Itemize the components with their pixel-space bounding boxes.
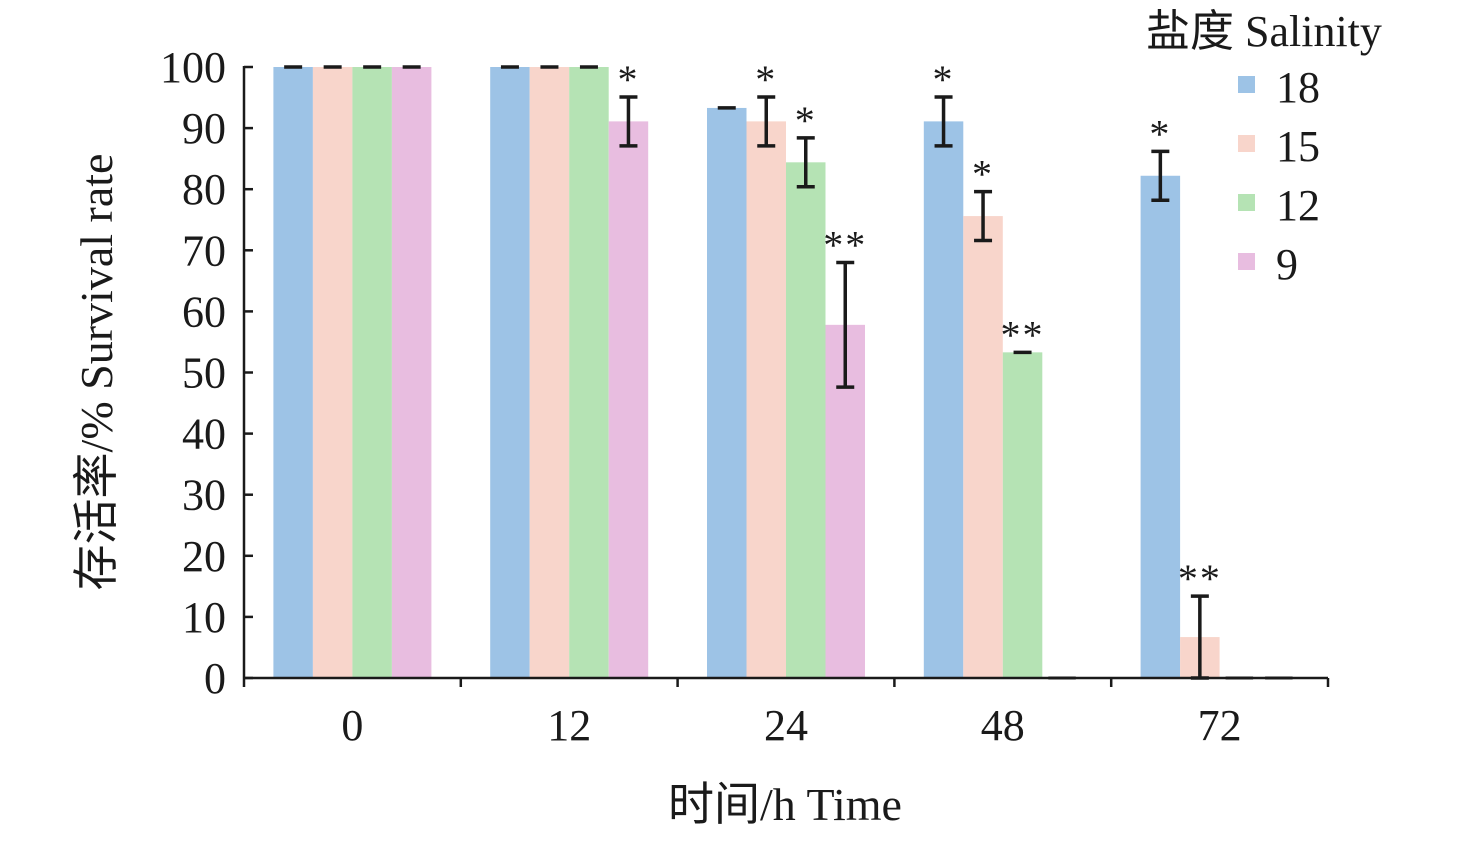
bar-18-24 <box>707 107 747 678</box>
y-tick-label-70: 70 <box>182 226 226 275</box>
bar-18-12 <box>490 67 530 678</box>
x-tick-label-48: 48 <box>981 701 1025 750</box>
x-tick-label-12: 12 <box>547 701 591 750</box>
legend: 盐度 Salinity 18 15 12 9 <box>1146 7 1382 289</box>
y-tick-label-30: 30 <box>182 471 226 520</box>
y-tick-label-100: 100 <box>160 43 226 92</box>
y-tick-label-40: 40 <box>182 410 226 459</box>
bar-18-72 <box>1140 175 1181 678</box>
x-tick-label-0: 0 <box>341 701 363 750</box>
legend-label-18: 18 <box>1276 63 1320 112</box>
y-tick-label-10: 10 <box>182 593 226 642</box>
x-tick-label-72: 72 <box>1198 701 1242 750</box>
bar-12-48 <box>1002 352 1043 678</box>
axes-layer: 0 10 20 30 40 50 60 70 80 90 100 0 12 24 48 72 <box>160 43 1330 750</box>
legend-swatch-9 <box>1238 253 1255 270</box>
bars-layer <box>273 67 1293 680</box>
significance-mark-9-12: * <box>617 57 639 102</box>
legend-swatch-18 <box>1238 76 1255 93</box>
legend-label-15: 15 <box>1276 122 1320 171</box>
significance-mark-15-72: ** <box>1178 556 1222 601</box>
significance-mark-15-48: * <box>972 152 994 197</box>
significance-mark-18-48: * <box>933 57 955 102</box>
y-axis-title: 存活率/% Survival rate <box>71 154 122 591</box>
bar-15-12 <box>529 67 570 678</box>
bar-15-48 <box>963 216 1003 679</box>
legend-title: 盐度 Salinity <box>1146 7 1382 56</box>
y-tick-label-20: 20 <box>182 532 226 581</box>
legend-swatch-15 <box>1238 135 1255 152</box>
bar-9-0 <box>391 67 432 678</box>
y-tick-label-90: 90 <box>182 104 226 153</box>
bar-9-12 <box>608 121 649 678</box>
legend-label-9: 9 <box>1276 240 1298 289</box>
significance-marks-layer: ************ <box>617 57 1222 601</box>
significance-mark-18-72: * <box>1149 111 1171 156</box>
legend-swatch-12 <box>1238 194 1255 211</box>
legend-label-12: 12 <box>1276 181 1320 230</box>
x-axis-title: 时间/h Time <box>668 779 902 830</box>
significance-mark-9-24: ** <box>823 223 867 268</box>
error-bars-layer <box>284 65 1209 680</box>
significance-mark-12-24: * <box>795 98 817 143</box>
significance-mark-15-24: * <box>755 57 777 102</box>
y-tick-label-50: 50 <box>182 349 226 398</box>
bar-15-24 <box>746 121 786 678</box>
bar-12-24 <box>786 162 826 679</box>
y-tick-label-80: 80 <box>182 165 226 214</box>
bar-12-12 <box>569 67 609 678</box>
bar-18-48 <box>923 121 964 678</box>
bar-12-0 <box>352 67 392 678</box>
significance-mark-12-48: ** <box>1001 312 1045 357</box>
y-tick-label-60: 60 <box>182 287 226 336</box>
bar-18-0 <box>273 67 313 678</box>
bar-15-0 <box>312 67 353 678</box>
x-tick-label-24: 24 <box>764 701 808 750</box>
y-tick-label-0: 0 <box>204 654 226 703</box>
